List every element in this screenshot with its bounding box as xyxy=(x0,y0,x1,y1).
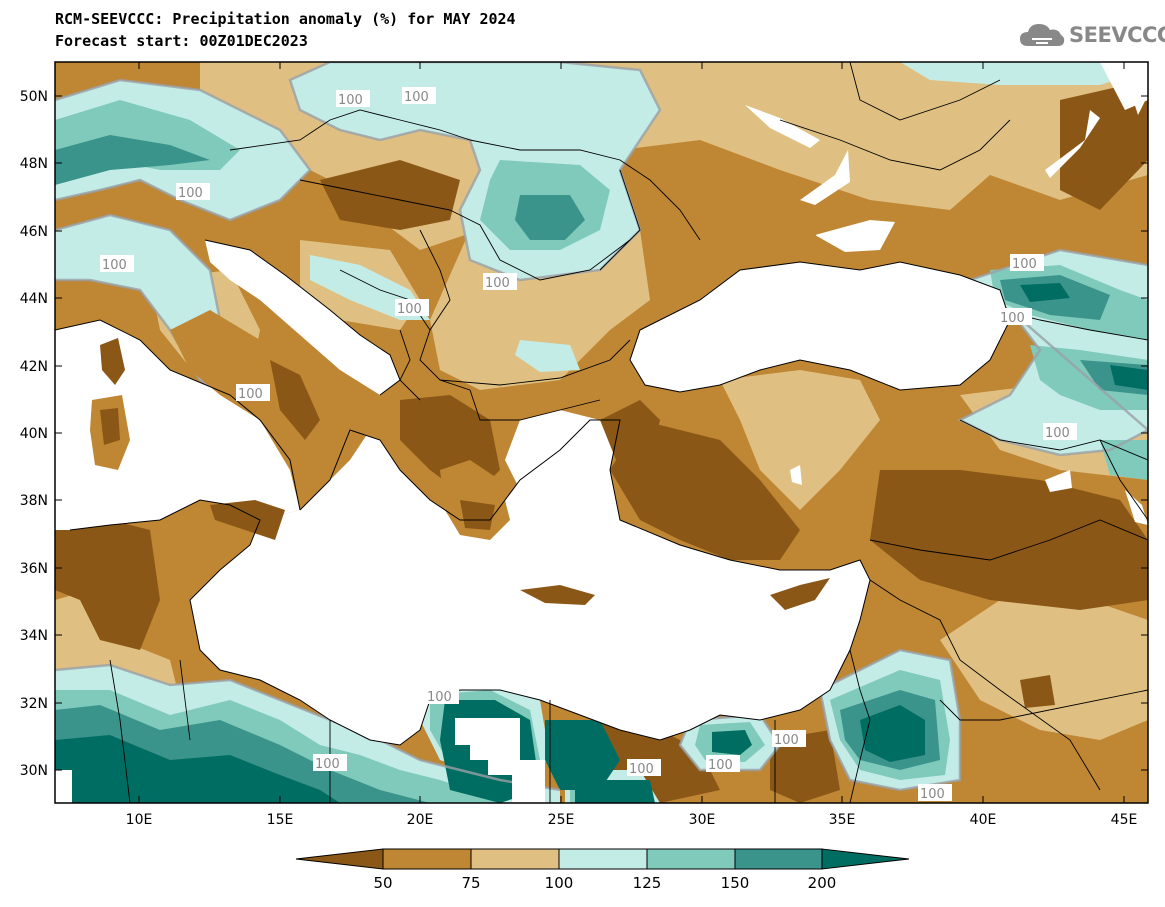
logo-text: SEEVCCC xyxy=(1069,23,1165,47)
contour-label: 100 xyxy=(178,186,203,201)
contour-label: 100 xyxy=(238,387,263,402)
colorbar-label: 50 xyxy=(373,874,392,892)
contour-label: 100 xyxy=(315,757,340,772)
country-borders xyxy=(109,62,1148,803)
lat-label: 34N xyxy=(20,628,48,644)
lon-label: 30E xyxy=(689,812,716,828)
lon-label: 25E xyxy=(548,812,575,828)
contour-label: 100 xyxy=(485,276,510,291)
contour-label: 100 xyxy=(920,787,945,802)
lat-label: 48N xyxy=(20,156,48,172)
contour-label: 100 xyxy=(629,762,654,777)
lon-label: 20E xyxy=(407,812,434,828)
contour-label: 100 xyxy=(774,733,799,748)
lat-label: 40N xyxy=(20,426,48,442)
colorbar-max-arrow xyxy=(821,848,910,870)
lat-label: 32N xyxy=(20,696,48,712)
lon-axis xyxy=(138,62,1125,803)
lat-label: 42N xyxy=(20,359,48,375)
contour-labels: 100 100 100 100 100 100 100 100 100 100 … xyxy=(100,87,1077,802)
lon-label: 10E xyxy=(126,812,153,828)
colorbar-segment xyxy=(382,848,472,870)
cloud-logo-icon xyxy=(1020,24,1065,46)
lat-axis xyxy=(55,95,1148,771)
map-title: RCM-SEEVCCC: Precipitation anomaly (%) f… xyxy=(55,10,516,28)
forecast-start: Forecast start: 00Z01DEC2023 xyxy=(55,32,308,50)
colorbar-min-arrow xyxy=(295,848,384,870)
colorbar-labels: 50 75 100 125 150 200 xyxy=(373,874,836,892)
colorbar-segment xyxy=(734,848,823,870)
coastlines xyxy=(55,239,1011,746)
lat-label: 36N xyxy=(20,561,48,577)
contour-label: 100 xyxy=(1045,426,1070,441)
colorbar-segment xyxy=(470,848,560,870)
colorbar-segment xyxy=(646,848,736,870)
islands xyxy=(90,215,830,610)
lat-label: 50N xyxy=(20,89,48,105)
sea-mask xyxy=(55,62,1148,803)
lon-label: 35E xyxy=(829,812,856,828)
colorbar-label: 75 xyxy=(461,874,480,892)
colorbar-segment xyxy=(558,848,648,870)
lat-label: 46N xyxy=(20,224,48,240)
colorbar-label: 100 xyxy=(545,874,574,892)
contour-label: 100 xyxy=(427,690,452,705)
lon-label: 45E xyxy=(1111,812,1138,828)
contour-label: 100 xyxy=(708,758,733,773)
colorbar-label: 200 xyxy=(808,874,837,892)
contour-label: 100 xyxy=(1012,257,1037,272)
colorbar-label: 150 xyxy=(721,874,750,892)
contour-label: 100 xyxy=(1000,311,1025,326)
map-field xyxy=(55,62,1148,803)
lat-label: 30N xyxy=(20,763,48,779)
colorbar xyxy=(295,848,910,870)
contour-label: 100 xyxy=(397,302,422,317)
lon-label: 40E xyxy=(970,812,997,828)
lon-label: 15E xyxy=(267,812,294,828)
contour-label: 100 xyxy=(102,258,127,273)
lat-label: 38N xyxy=(20,493,48,509)
colorbar-label: 125 xyxy=(633,874,662,892)
lat-labels: 50N 48N 46N 44N 42N 40N 38N 36N 34N 32N … xyxy=(20,89,48,779)
contour-label: 100 xyxy=(338,93,363,108)
lat-label: 44N xyxy=(20,291,48,307)
contour-label: 100 xyxy=(404,90,429,105)
lon-labels: 10E 15E 20E 25E 30E 35E 40E 45E xyxy=(126,812,1138,828)
seevccc-logo: SEEVCCC xyxy=(1018,20,1165,50)
